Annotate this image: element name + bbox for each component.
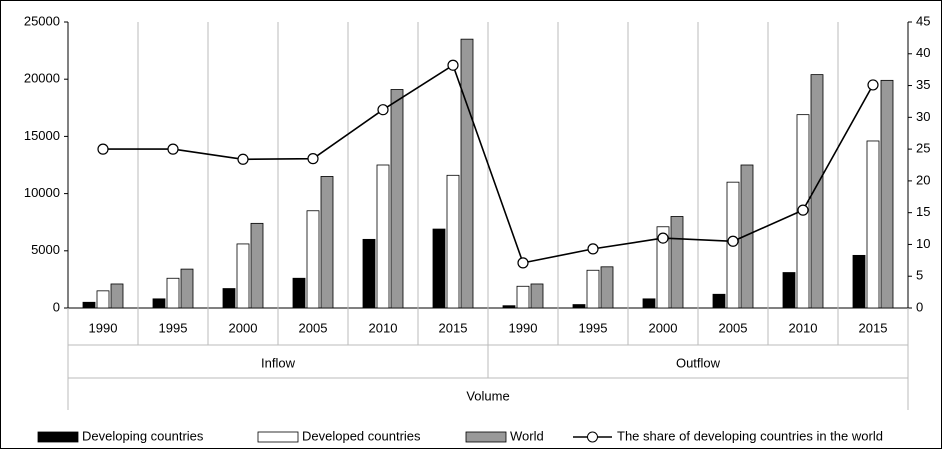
y2-tick-label: 35 [916,77,930,92]
bar [96,290,110,309]
bar [530,283,544,309]
bar [810,74,824,309]
y2-tick-label: 45 [916,13,930,28]
y2-tick-label: 25 [916,141,930,156]
bar [110,283,124,309]
y2-tick-label: 15 [916,204,930,219]
line-marker [97,143,109,155]
x-tick-label: 2015 [859,320,888,335]
x-tick-label: 1995 [159,320,188,335]
legend-swatch [257,431,299,443]
y2-tick-label: 10 [916,236,930,251]
bar [222,288,236,309]
x-tick-label: 2010 [369,320,398,335]
bar [782,272,796,309]
bar [250,222,264,309]
bar [306,210,320,309]
bar [292,277,306,309]
bar [166,277,180,309]
bar [656,226,670,309]
bar [516,285,530,309]
bar [866,140,880,309]
line-marker [447,59,459,71]
x-tick-label: 2010 [789,320,818,335]
bar [852,254,866,309]
x-tick-label: 2005 [719,320,748,335]
line-marker [867,79,879,91]
y-tick-label: 0 [53,299,60,314]
y2-tick-label: 0 [916,299,923,314]
y-tick-label: 5000 [31,242,60,257]
group-label: Outflow [676,355,721,370]
bar [362,238,376,309]
x-tick-label: 2005 [299,320,328,335]
bar [670,216,684,309]
bar [152,298,166,309]
bar [586,269,600,309]
bar [432,228,446,309]
group-label: Inflow [261,355,296,370]
line-marker [377,104,389,116]
legend-label: Developing countries [82,428,204,443]
bar [642,298,656,309]
line-marker [237,153,249,165]
y2-tick-label: 30 [916,109,930,124]
bar [376,164,390,309]
bar [572,304,586,309]
x-tick-label: 2015 [439,320,468,335]
x-tick-label: 2000 [649,320,678,335]
y-tick-label: 15000 [24,128,60,143]
bar [446,174,460,309]
line-marker [517,257,529,269]
x-tick-label: 1995 [579,320,608,335]
legend-label: The share of developing countries in the… [617,428,883,443]
bar [502,305,516,309]
bar [740,164,754,309]
line-marker [657,232,669,244]
y-tick-label: 10000 [24,185,60,200]
bar [82,301,96,309]
line [103,64,874,264]
bar [390,89,404,309]
legend-swatch [465,431,507,443]
bar [320,176,334,309]
bar [712,293,726,309]
x-tick-label: 1990 [509,320,538,335]
y2-tick-label: 5 [916,268,923,283]
line-marker [797,204,809,216]
line-marker [167,143,179,155]
y-tick-label: 20000 [24,71,60,86]
x-axis-label: Volume [466,388,509,403]
x-tick-label: 2000 [229,320,258,335]
legend-label: Developed countries [302,428,421,443]
line-marker [587,243,599,255]
y2-tick-label: 20 [916,172,930,187]
x-tick-label: 1990 [89,320,118,335]
legend-label: World [510,428,544,443]
bar [880,79,894,309]
bar [600,266,614,309]
line-marker [727,235,739,247]
legend-swatch [37,431,79,443]
line-marker [307,153,319,165]
bar [180,268,194,309]
legend-marker [587,431,598,443]
bar [236,243,250,309]
y-tick-label: 25000 [24,13,60,28]
y2-tick-label: 40 [916,45,930,60]
bar [460,38,474,309]
